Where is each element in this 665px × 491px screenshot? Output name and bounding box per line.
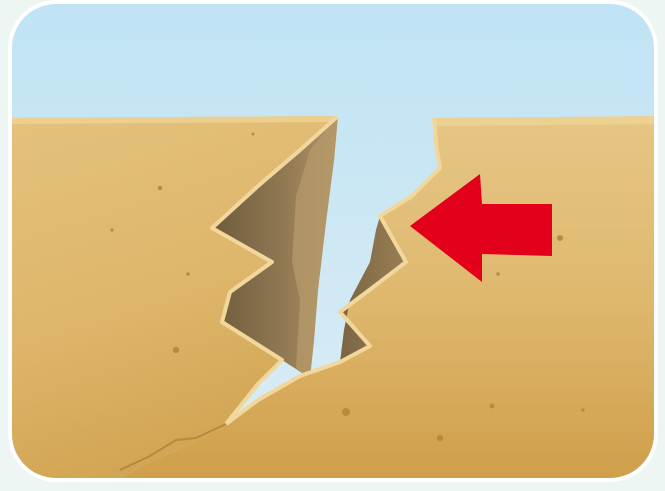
- left-crack-edge: [210, 114, 340, 426]
- left-wall-facet: [292, 116, 338, 378]
- left-slab-edge: [12, 116, 338, 124]
- right-crack-edge: [224, 117, 442, 426]
- ground-specks: [110, 132, 585, 442]
- right-crack-wall: [340, 216, 406, 362]
- surface-crack-line: [119, 423, 227, 471]
- red-arrow-icon: [410, 174, 552, 282]
- right-slab-edge: [434, 116, 654, 126]
